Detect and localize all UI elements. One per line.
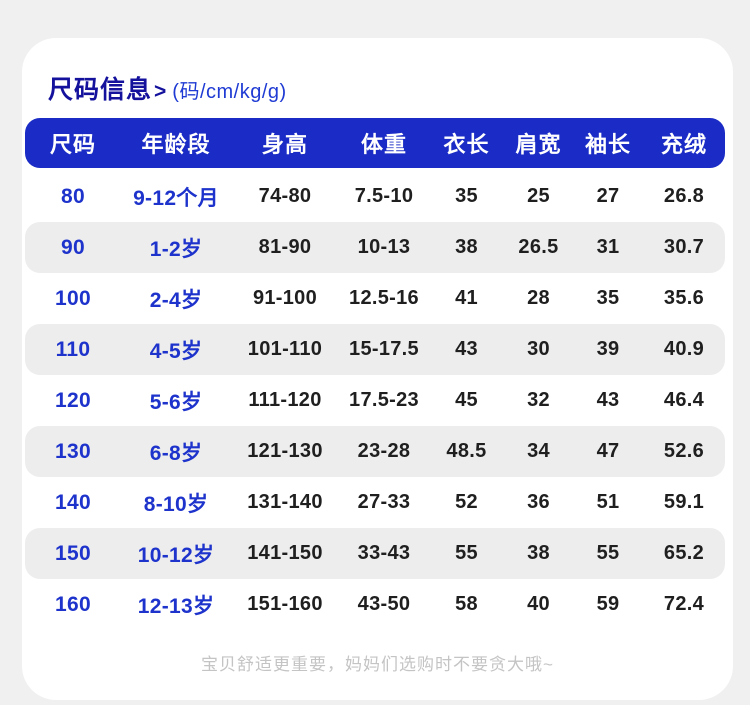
footer-note: 宝贝舒适更重要，妈妈们选购时不要贪大哦~	[201, 655, 554, 674]
value-cell: 59	[596, 593, 620, 615]
value-cell: 52.6	[663, 440, 705, 462]
value-cell: 4-5岁	[149, 339, 203, 363]
value-cell: 72.4	[663, 593, 705, 615]
value-cell: 34	[527, 440, 550, 462]
chevron-right-icon: >	[154, 80, 167, 103]
size-cell: 140	[55, 490, 91, 514]
table-row: 90 1-2岁 81-90 10-13 38 26.5 31 30.7	[25, 222, 725, 273]
header-cell: 尺码	[49, 132, 96, 157]
value-cell: 51	[596, 491, 620, 513]
header-cell: 年龄段	[141, 132, 211, 157]
size-info-card: 尺码信息 > (码/cm/kg/g) 尺码 年龄段 身高 体重 衣长 肩宽 袖长 充绒 80 9…	[22, 38, 733, 700]
table-row: 160 12-13岁 151-160 43-50 58 40 59 72.4	[25, 579, 725, 630]
value-cell: 32	[527, 389, 550, 411]
table-header-row: 尺码 年龄段 身高 体重 衣长 肩宽 袖长 充绒	[25, 118, 725, 168]
table-row: 80 9-12个月 74-80 7.5-10 35 25 27 26.8	[25, 171, 725, 222]
size-cell: 80	[61, 184, 85, 208]
value-cell: 91-100	[252, 287, 318, 309]
table-row: 140 8-10岁 131-140 27-33 52 36 51 59.1	[25, 477, 725, 528]
table-row: 120 5-6岁 111-120 17.5-23 45 32 43 46.4	[25, 375, 725, 426]
value-cell: 30	[527, 338, 550, 360]
value-cell: 5-6岁	[149, 390, 203, 414]
value-cell: 10-13	[357, 236, 411, 258]
size-cell: 100	[55, 286, 91, 310]
value-cell: 45	[455, 389, 478, 411]
value-cell: 35	[596, 287, 620, 309]
value-cell: 1-2岁	[149, 237, 203, 261]
value-cell: 35.6	[663, 287, 705, 309]
value-cell: 9-12个月	[133, 186, 219, 210]
value-cell: 41	[455, 287, 478, 309]
value-cell: 10-12岁	[137, 543, 215, 567]
value-cell: 48.5	[446, 440, 487, 462]
value-cell: 7.5-10	[354, 185, 414, 207]
size-cell: 90	[61, 235, 85, 259]
value-cell: 12.5-16	[349, 287, 419, 309]
value-cell: 43-50	[357, 593, 411, 615]
value-cell: 74-80	[258, 185, 312, 207]
value-cell: 131-140	[247, 491, 323, 513]
value-cell: 151-160	[247, 593, 323, 615]
value-cell: 36	[527, 491, 550, 513]
value-cell: 46.4	[663, 389, 705, 411]
header-cell: 充绒	[660, 132, 707, 157]
value-cell: 101-110	[247, 338, 323, 360]
value-cell: 25	[527, 185, 550, 207]
value-cell: 2-4岁	[149, 288, 203, 312]
value-cell: 121-130	[247, 440, 323, 462]
value-cell: 141-150	[247, 542, 323, 564]
value-cell: 17.5-23	[349, 389, 419, 411]
table-row: 100 2-4岁 91-100 12.5-16 41 28 35 35.6	[25, 273, 725, 324]
value-cell: 58	[455, 593, 478, 615]
value-cell: 38	[527, 542, 550, 564]
value-cell: 28	[527, 287, 550, 309]
table-row: 130 6-8岁 121-130 23-28 48.5 34 47 52.6	[25, 426, 725, 477]
page-title: 尺码信息	[48, 76, 153, 104]
value-cell: 30.7	[663, 236, 705, 258]
table-row: 110 4-5岁 101-110 15-17.5 43 30 39 40.9	[25, 324, 725, 375]
value-cell: 27	[596, 185, 620, 207]
units-label: (码/cm/kg/g)	[172, 81, 287, 103]
value-cell: 40	[527, 593, 550, 615]
size-info-title-link[interactable]: 尺码信息 > (码/cm/kg/g)	[48, 70, 287, 106]
header-cell: 衣长	[443, 132, 490, 157]
value-cell: 27-33	[357, 491, 411, 513]
value-cell: 8-10岁	[143, 492, 209, 516]
value-cell: 15-17.5	[349, 338, 419, 360]
value-cell: 65.2	[663, 542, 705, 564]
size-cell: 120	[55, 388, 91, 412]
header-cell: 体重	[360, 132, 407, 157]
value-cell: 81-90	[258, 236, 312, 258]
value-cell: 43	[455, 338, 478, 360]
value-cell: 35	[455, 185, 478, 207]
value-cell: 33-43	[357, 542, 411, 564]
table-body: 80 9-12个月 74-80 7.5-10 35 25 27 26.8 90 1-2岁 81-90…	[25, 171, 725, 630]
value-cell: 26.8	[663, 185, 705, 207]
value-cell: 40.9	[663, 338, 705, 360]
value-cell: 111-120	[248, 389, 322, 411]
size-cell: 110	[55, 337, 91, 361]
value-cell: 52	[455, 491, 478, 513]
value-cell: 6-8岁	[149, 441, 203, 465]
value-cell: 55	[455, 542, 478, 564]
value-cell: 38	[455, 236, 478, 258]
size-cell: 130	[55, 439, 91, 463]
header-cell: 身高	[261, 132, 308, 157]
size-table: 尺码 年龄段 身高 体重 衣长 肩宽 袖长 充绒 80 9-12个月 74-80 7.5-10 35 2…	[25, 118, 725, 630]
value-cell: 23-28	[357, 440, 411, 462]
value-cell: 12-13岁	[137, 594, 215, 618]
value-cell: 31	[596, 236, 620, 258]
size-cell: 160	[55, 592, 91, 616]
value-cell: 47	[596, 440, 620, 462]
value-cell: 39	[596, 338, 620, 360]
value-cell: 55	[596, 542, 620, 564]
header-cell: 袖长	[584, 132, 631, 157]
value-cell: 26.5	[518, 236, 559, 258]
value-cell: 43	[596, 389, 620, 411]
table-row: 150 10-12岁 141-150 33-43 55 38 55 65.2	[25, 528, 725, 579]
value-cell: 59.1	[663, 491, 705, 513]
size-cell: 150	[55, 541, 91, 565]
header-cell: 肩宽	[515, 132, 562, 157]
